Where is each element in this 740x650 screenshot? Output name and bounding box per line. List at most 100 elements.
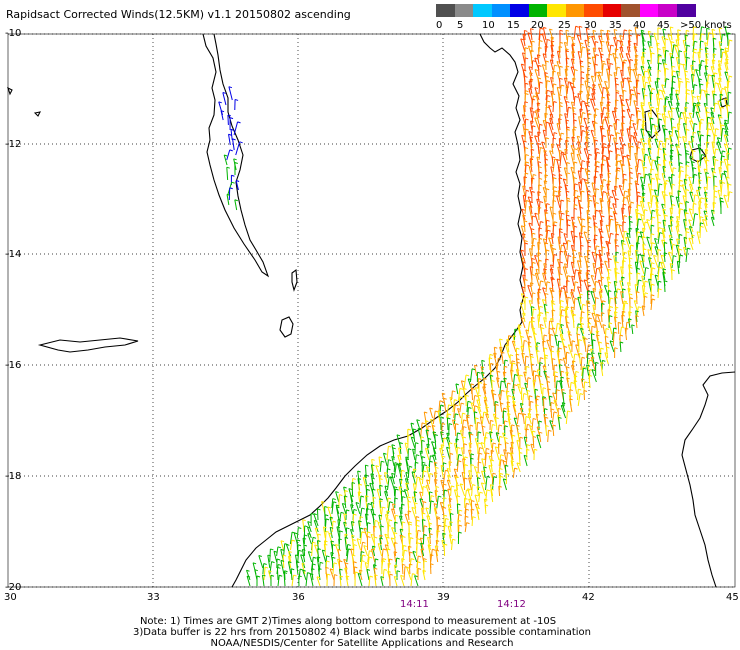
wind-barb-tick [699, 148, 704, 151]
wind-barb [503, 420, 506, 431]
wind-barb-tick [613, 36, 617, 39]
wind-barb-tick [567, 219, 571, 222]
wind-barb-tick [536, 102, 541, 105]
wind-barb-tick [374, 536, 378, 539]
wind-barb-tick [592, 262, 597, 265]
wind-barb [657, 232, 661, 245]
wind-barb-tick [447, 413, 452, 416]
wind-barb-tick [682, 136, 686, 138]
wind-barb-tick [607, 180, 612, 183]
wind-barb-tick [527, 196, 532, 199]
wind-barb-tick [262, 574, 266, 577]
wind-barb [600, 128, 603, 143]
wind-barb-tick [449, 521, 453, 524]
wind-barb [437, 410, 441, 425]
wind-barb [374, 574, 377, 587]
wind-barb [559, 84, 562, 95]
wind-barb-tick [587, 67, 591, 70]
wind-barb-tick [580, 236, 584, 239]
wind-barb-tick [434, 461, 438, 464]
wind-barb-tick [378, 543, 382, 545]
wind-barb [614, 221, 617, 233]
wind-barb-tick [620, 291, 624, 293]
wind-barb [622, 300, 625, 311]
wind-barb-tick [559, 364, 563, 367]
wind-barb-tick [590, 348, 594, 351]
wind-barb-tick [457, 432, 461, 435]
wind-barb-tick [477, 442, 481, 445]
wind-barb-tick [552, 70, 556, 73]
wind-barb-tick [391, 508, 395, 511]
wind-barb-tick [522, 261, 526, 264]
wind-barb-tick [650, 35, 654, 38]
wind-barb-tick [627, 77, 631, 80]
wind-barb-tick [232, 138, 236, 141]
wind-barb [643, 154, 646, 167]
lat-label: -10 [5, 28, 22, 39]
wind-barb-tick [530, 142, 534, 145]
wind-barb [497, 424, 500, 437]
wind-barb-tick [675, 143, 679, 146]
wind-barb [585, 105, 589, 119]
wind-barb [453, 404, 456, 419]
wind-barb-tick [608, 268, 612, 271]
wind-barb-tick [623, 89, 627, 92]
wind-barb-tick [422, 569, 427, 572]
wind-barb-tick [428, 522, 433, 525]
wind-barb-tick [640, 138, 644, 141]
wind-barb-tick [398, 462, 403, 465]
wind-barb-tick [704, 72, 708, 75]
wind-barb-tick [522, 413, 527, 416]
wind-barb-tick [485, 406, 489, 409]
wind-barb-tick [388, 459, 392, 462]
wind-barb-tick [385, 514, 389, 516]
wind-barb-tick [629, 167, 633, 170]
wind-barb [538, 432, 542, 443]
wind-barb-tick [720, 106, 724, 109]
wind-barb-tick [470, 464, 474, 466]
wind-barb-tick [544, 408, 548, 411]
wind-barb-tick [723, 158, 728, 161]
wind-barb [289, 532, 293, 545]
wind-barb [379, 535, 382, 545]
wind-barb-tick [626, 108, 631, 111]
wind-barb-tick [627, 66, 632, 69]
wind-barb [331, 557, 334, 569]
wind-barb-tick [353, 561, 357, 564]
wind-barb [367, 550, 370, 563]
wind-barb-tick [470, 383, 475, 386]
wind-barb-tick [559, 29, 564, 32]
wind-barb [569, 398, 573, 413]
wind-barb-tick [546, 281, 551, 284]
wind-barb [713, 82, 716, 95]
wind-barb-tick [474, 494, 479, 497]
wind-barb-tick [404, 513, 409, 516]
wind-barb [476, 422, 478, 437]
wind-barb-tick [559, 101, 563, 104]
wind-barb-tick [716, 141, 721, 144]
wind-barb-tick [550, 333, 554, 336]
wind-barb-tick [539, 27, 544, 30]
wind-barb-tick [667, 34, 672, 37]
wind-barb-tick [623, 300, 628, 303]
wind-barb-tick [651, 224, 655, 227]
wind-barb [555, 380, 558, 395]
wind-barb [624, 328, 627, 341]
wind-barb-tick [653, 32, 658, 35]
wind-barb-tick [724, 119, 728, 122]
wind-barb-tick [599, 197, 604, 200]
wind-barb-tick [449, 534, 453, 537]
wind-barb [608, 196, 611, 209]
wind-barb-tick [689, 208, 693, 211]
wind-barb [522, 413, 525, 425]
wind-barb [520, 38, 526, 53]
wind-barb-tick [414, 575, 418, 578]
wind-barb-tick [449, 442, 453, 445]
wind-barb-tick [676, 70, 680, 73]
wind-barb [484, 452, 487, 467]
wind-barb-tick [476, 471, 481, 474]
wind-barb-tick [658, 227, 662, 230]
wind-barb [536, 198, 540, 209]
wind-barb [481, 360, 484, 371]
wind-barb-tick [402, 563, 406, 566]
